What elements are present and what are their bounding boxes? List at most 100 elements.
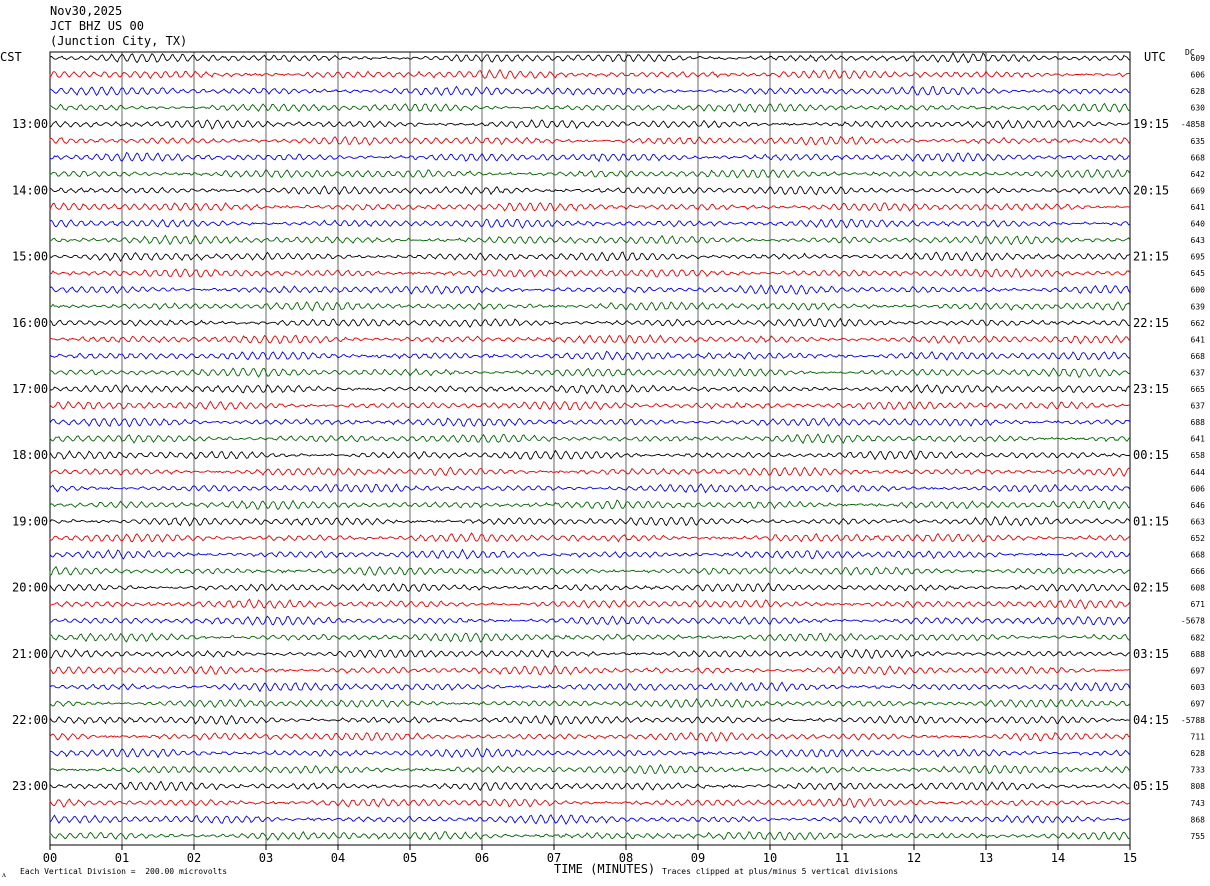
seismic-trace	[49, 383, 1131, 395]
x-tick-label: 06	[475, 851, 489, 865]
seismic-trace	[49, 830, 1131, 841]
dc-offset-label: 662	[1191, 319, 1206, 328]
dc-offset-label: 641	[1191, 335, 1206, 344]
right-hour-label: 02:15	[1133, 581, 1169, 595]
seismic-trace	[49, 202, 1131, 212]
left-hour-label: 15:00	[12, 250, 48, 264]
x-tick-label: 07	[547, 851, 561, 865]
seismic-trace	[49, 350, 1131, 361]
dc-offset-label: 666	[1191, 567, 1206, 576]
dc-offset-label: 668	[1191, 352, 1206, 361]
station-label: JCT BHZ US 00	[50, 19, 144, 33]
dc-offset-label: -5788	[1181, 716, 1205, 725]
seismic-trace	[49, 598, 1131, 610]
left-hour-label: 16:00	[12, 316, 48, 330]
right-hour-label: 01:15	[1133, 514, 1169, 528]
seismic-trace	[49, 151, 1131, 163]
dc-offset-label: 600	[1191, 286, 1206, 295]
date-label: Nov30,2025	[50, 4, 123, 18]
seismic-trace	[49, 85, 1131, 97]
x-tick-label: 01	[115, 851, 129, 865]
x-tick-label: 14	[1051, 851, 1065, 865]
left-hour-label: 19:00	[12, 514, 48, 528]
left-hour-label: 22:00	[12, 713, 48, 727]
x-axis-title: TIME (MINUTES)	[554, 862, 656, 876]
seismic-trace	[49, 433, 1131, 445]
dc-offset-label: 658	[1191, 451, 1206, 460]
right-hour-label: 19:15	[1133, 117, 1169, 131]
dc-offset-label: 637	[1191, 368, 1206, 377]
seismic-trace	[49, 697, 1131, 709]
corner-mark: ᴧ	[2, 870, 6, 879]
seismic-trace	[49, 665, 1131, 676]
dc-offset-label: -5678	[1181, 617, 1205, 626]
seismic-trace	[49, 483, 1131, 494]
dc-offset-label: 641	[1191, 203, 1206, 212]
left-hour-label: 17:00	[12, 382, 48, 396]
right-hour-label: 20:15	[1133, 183, 1169, 197]
right-hour-label: 05:15	[1133, 779, 1169, 793]
dc-offset-label: 628	[1191, 87, 1206, 96]
x-tick-label: 15	[1123, 851, 1137, 865]
seismic-trace	[49, 714, 1131, 726]
dc-offset-label: 644	[1191, 468, 1206, 477]
dc-offset-label: 688	[1191, 418, 1206, 427]
dc-offset-label: 668	[1191, 153, 1206, 162]
dc-offset-label: 652	[1191, 534, 1206, 543]
dc-offset-label: 688	[1191, 650, 1206, 659]
left-timezone-label: CST	[0, 50, 22, 64]
dc-offset-label: 668	[1191, 551, 1206, 560]
seismic-trace	[49, 168, 1131, 179]
dc-offset-label: 755	[1191, 832, 1206, 841]
x-tick-label: 13	[979, 851, 993, 865]
seismic-trace	[49, 68, 1131, 80]
x-tick-label: 12	[907, 851, 921, 865]
seismic-trace	[49, 400, 1131, 411]
seismic-trace	[49, 102, 1131, 114]
scale-note: Each Vertical Division = 200.00 microvol…	[20, 867, 228, 876]
seismic-trace	[49, 417, 1131, 428]
dc-offset-label: 641	[1191, 435, 1206, 444]
seismic-trace	[49, 317, 1130, 328]
dc-offset-label: 697	[1191, 666, 1206, 675]
dc-offset-label: 637	[1191, 402, 1206, 411]
seismic-trace	[49, 466, 1131, 477]
location-label: (Junction City, TX)	[50, 34, 188, 48]
x-tick-label: 03	[259, 851, 273, 865]
dc-offset-label: 711	[1191, 733, 1206, 742]
seismic-trace	[49, 52, 1131, 64]
dc-offset-label: 808	[1191, 782, 1206, 791]
dc-offset-label: 630	[1191, 104, 1206, 113]
dc-column-label: DC	[1185, 48, 1195, 57]
seismic-trace	[49, 632, 1131, 643]
plot-frame	[49, 51, 1131, 846]
dc-offset-label: 868	[1191, 815, 1206, 824]
dc-offset-label: 609	[1191, 54, 1206, 63]
seismic-trace	[49, 119, 1131, 130]
dc-offset-label: 669	[1191, 186, 1206, 195]
left-hour-label: 23:00	[12, 779, 48, 793]
x-tick-label: 09	[691, 851, 705, 865]
dc-offset-label: 639	[1191, 302, 1206, 311]
seismic-trace	[49, 135, 1131, 146]
seismic-trace	[49, 267, 1131, 278]
dc-offset-label: 603	[1191, 683, 1206, 692]
dc-offset-label: 682	[1191, 633, 1206, 642]
right-hour-label: 00:15	[1133, 448, 1169, 462]
seismic-trace	[49, 548, 1131, 560]
dc-offset-label: 608	[1191, 584, 1206, 593]
seismic-trace	[49, 334, 1131, 345]
dc-offset-label: 643	[1191, 236, 1206, 245]
dc-offset-label: 671	[1191, 600, 1206, 609]
dc-offset-label: 606	[1191, 484, 1206, 493]
seismic-trace	[49, 763, 1131, 775]
seismic-trace	[49, 615, 1131, 626]
dc-offset-label: 743	[1191, 799, 1206, 808]
x-tick-label: 04	[331, 851, 345, 865]
seismic-trace	[49, 681, 1131, 693]
right-hour-label: 03:15	[1133, 647, 1169, 661]
x-tick-label: 10	[763, 851, 777, 865]
right-hour-label: 22:15	[1133, 316, 1169, 330]
dc-offset-label: -4858	[1181, 120, 1205, 129]
